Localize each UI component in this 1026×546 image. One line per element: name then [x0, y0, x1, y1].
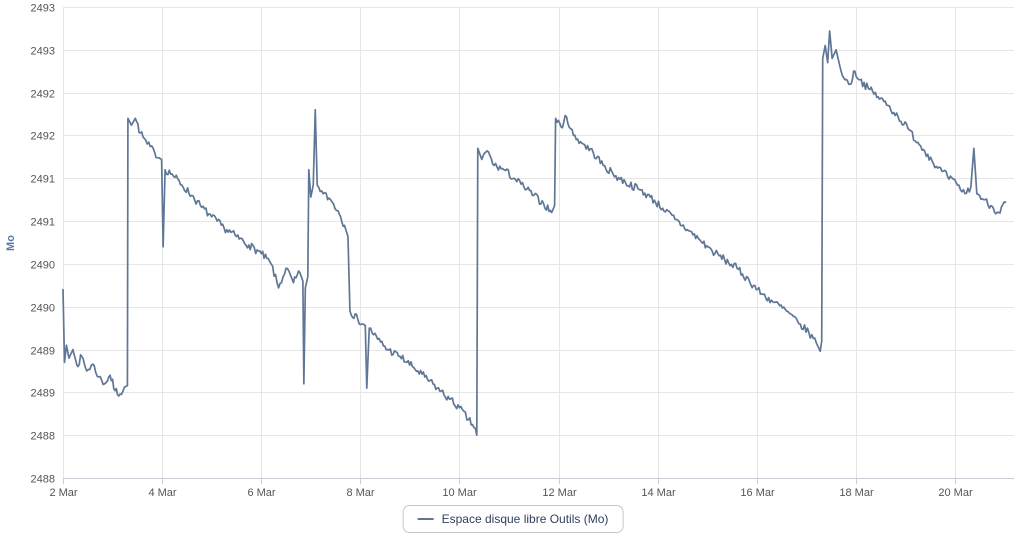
y-tick-label: 2493 [31, 3, 55, 15]
y-tick-label: 2489 [31, 388, 55, 400]
x-tick-label: 18 Mar [839, 487, 874, 499]
series-line-swatch [417, 518, 434, 520]
y-tick-label: 2492 [31, 89, 55, 101]
x-tick-label: 20 Mar [938, 487, 973, 499]
axis-labels: 2493 2493 2492 2492 2491 2491 2490 2490 2489 2489… [31, 3, 973, 500]
legend-label: Espace disque libre Outils (Mo) [441, 512, 609, 526]
legend: Espace disque libre Outils (Mo) [402, 505, 624, 533]
y-tick-label: 2488 [31, 474, 55, 486]
x-tick-label: 2 Mar [49, 487, 77, 499]
x-tick-label: 14 Mar [641, 487, 676, 499]
y-tick-label: 2489 [31, 346, 55, 358]
y-tick-label: 2491 [31, 217, 55, 229]
x-tick-label: 10 Mar [442, 487, 477, 499]
y-tick-label: 2490 [31, 303, 55, 315]
grid-layer [63, 7, 1014, 479]
y-tick-label: 2493 [31, 46, 55, 58]
y-tick-label: 2488 [31, 431, 55, 443]
y-tick-label: 2491 [31, 174, 55, 186]
x-tick-label: 12 Mar [542, 487, 577, 499]
x-tick-label: 4 Mar [148, 487, 176, 499]
y-tick-label: 2492 [31, 131, 55, 143]
x-tick-label: 8 Mar [346, 487, 374, 499]
y-tick-label: 2490 [31, 260, 55, 272]
x-tick-label: 6 Mar [247, 487, 275, 499]
axis-layer [63, 478, 1014, 484]
series-layer [62, 30, 1007, 437]
y-axis-title: Mo [5, 235, 17, 251]
x-tick-label: 16 Mar [740, 487, 775, 499]
series-path [62, 30, 1007, 437]
legend-item-espace-disque[interactable]: Espace disque libre Outils (Mo) [402, 505, 624, 533]
